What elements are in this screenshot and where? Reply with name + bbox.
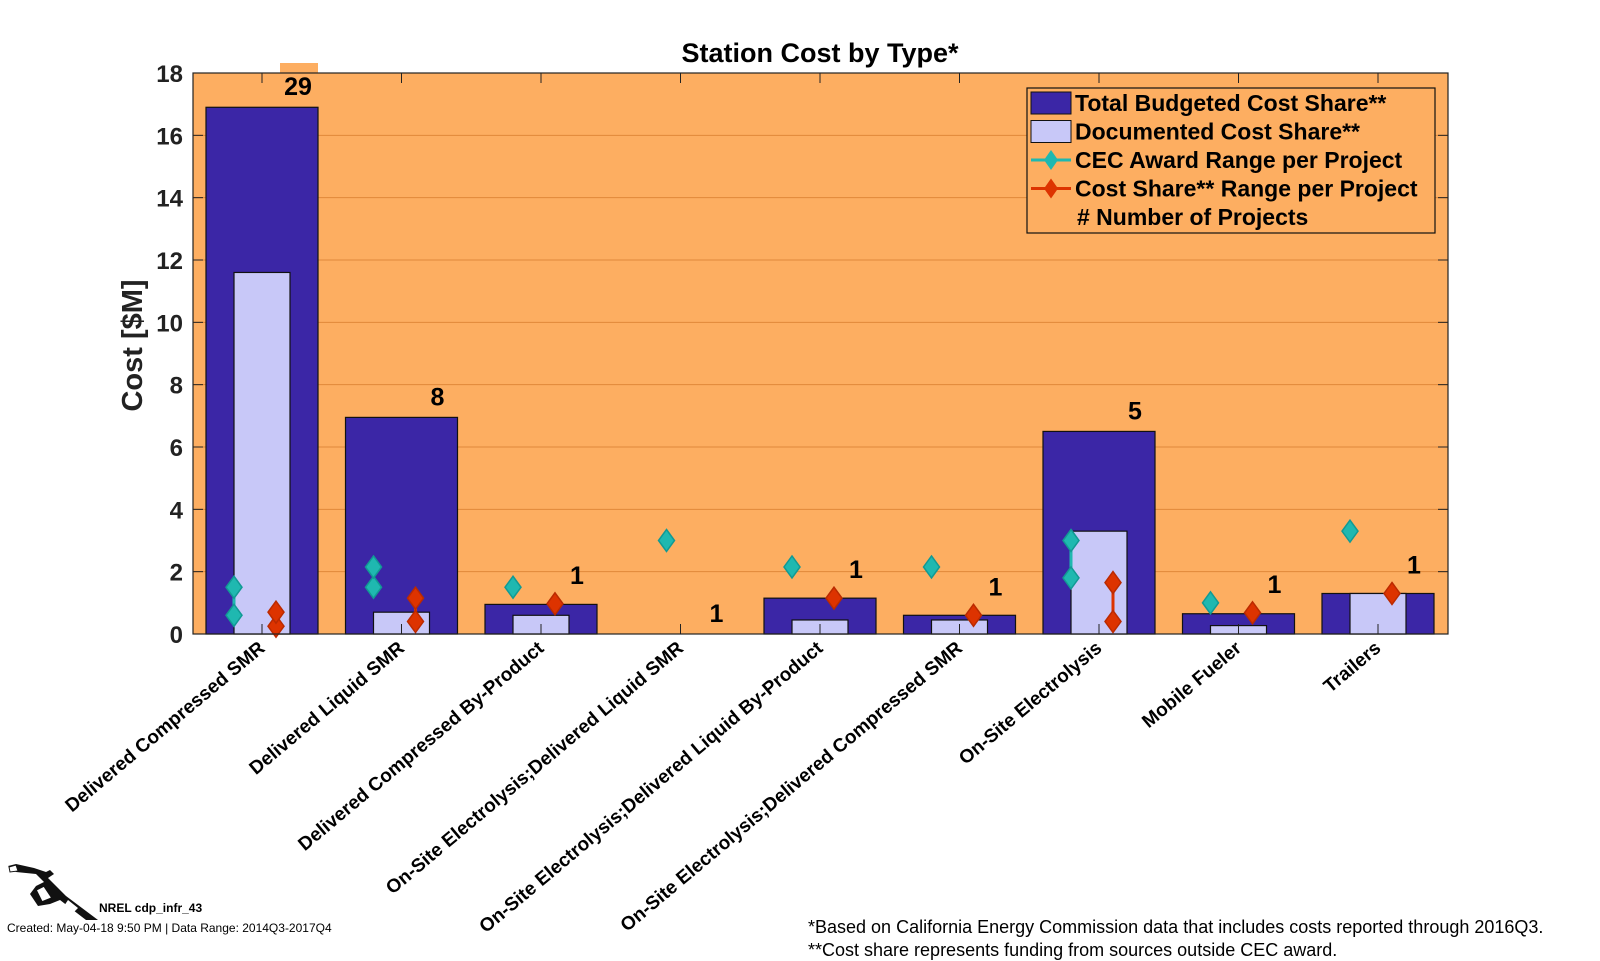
count-label-bg [280, 63, 318, 99]
cost-share-max-marker [267, 599, 285, 625]
chart-id: NREL cdp_infr_43 [99, 901, 203, 915]
legend: Total Budgeted Cost Share** Documented Co… [1026, 87, 1436, 234]
legend-label: # Number of Projects [1077, 204, 1308, 230]
y-tick-label: 4 [170, 497, 184, 524]
bar-documented [233, 271, 291, 635]
project-counts: 29 8 1 1 1 1 5 1 1 [280, 63, 1421, 628]
x-tick-label: Trailers [1320, 638, 1385, 698]
x-tick-label: Mobile Fueler [1138, 637, 1246, 732]
cost-share-min-marker [267, 613, 285, 639]
cec-award-min-marker [922, 554, 941, 580]
footnote-2: **Cost share represents funding from sou… [808, 940, 1338, 960]
cec-award-min-marker [1201, 590, 1220, 616]
legend-label: Cost Share** Range per Project [1075, 176, 1418, 202]
x-tick-label: On-Site Electrolysis [955, 638, 1106, 769]
legend-swatch-total [1030, 91, 1072, 115]
y-axis-label: Cost [$M] [117, 279, 149, 411]
cost-share-max-marker [1104, 570, 1122, 595]
project-count-label: 1 [1268, 571, 1282, 599]
cec-award-min-marker [1341, 518, 1359, 544]
y-tick-label: 2 [170, 560, 183, 587]
fuel-nozzle-icon [8, 864, 98, 920]
y-tick-label: 12 [156, 248, 183, 275]
legend-label: Total Budgeted Cost Share** [1075, 90, 1386, 116]
cec-award-min-marker [783, 554, 801, 580]
range-markers [225, 518, 1401, 639]
y-tick-label: 0 [170, 622, 183, 649]
x-tick-label: Delivered Liquid SMR [246, 638, 409, 780]
cec-award-max-marker [225, 574, 243, 600]
project-count-label: 1 [989, 573, 1003, 601]
cost-share-max-marker [406, 585, 425, 611]
x-tick-label: Delivered Compressed SMR [62, 638, 270, 817]
legend-swatch-documented [1030, 120, 1072, 143]
y-tick-label: 10 [156, 310, 183, 337]
project-count-label: 29 [284, 73, 312, 101]
cec-award-max-marker [364, 554, 383, 580]
legend-box [1026, 87, 1436, 234]
footnote-1: *Based on California Energy Commission d… [808, 917, 1544, 937]
y-tick-label: 6 [170, 435, 183, 462]
bars [205, 106, 1435, 635]
cec-award-min-marker [1062, 565, 1080, 591]
cost-share-min-marker [546, 591, 564, 617]
y-tick-label: 18 [156, 61, 183, 88]
project-count-label: 8 [431, 383, 445, 411]
project-count-label: 1 [1407, 551, 1421, 579]
project-count-label: 5 [1128, 397, 1142, 425]
bar-total-budgeted [344, 416, 459, 635]
cost-share-min-marker [1383, 581, 1401, 606]
cost-share-min-marker [1104, 609, 1122, 634]
cec-award-min-marker [504, 574, 522, 600]
cec-award-min-marker [657, 528, 676, 553]
cost-share-min-marker [964, 603, 983, 628]
y-tick-label: 8 [170, 373, 183, 400]
cost-share-min-marker [406, 609, 425, 634]
created-info: Created: May-04-18 9:50 PM | Data Range:… [7, 921, 332, 935]
y-tick-label: 14 [156, 186, 183, 213]
project-count-label: 1 [570, 562, 584, 590]
legend-label: Documented Cost Share** [1075, 119, 1360, 145]
cec-award-min-marker [364, 574, 383, 600]
project-count-label: 1 [710, 600, 724, 628]
legend-diamond-swatch [1044, 150, 1058, 170]
y-tick-label: 16 [156, 123, 183, 150]
x-tick-label: Delivered Compressed By-Product [294, 637, 548, 855]
cec-award-min-marker [225, 603, 243, 628]
legend-label: CEC Award Range per Project [1075, 147, 1403, 173]
x-tick-label: On-Site Electrolysis;Delivered Liquid SM… [382, 638, 688, 899]
project-count-label: 1 [849, 556, 863, 584]
chart-title: Station Cost by Type* [681, 38, 959, 68]
legend-diamond-swatch [1044, 178, 1058, 199]
cost-share-min-marker [1243, 600, 1262, 626]
cost-share-min-marker [825, 585, 843, 611]
cec-award-max-marker [1062, 528, 1080, 553]
